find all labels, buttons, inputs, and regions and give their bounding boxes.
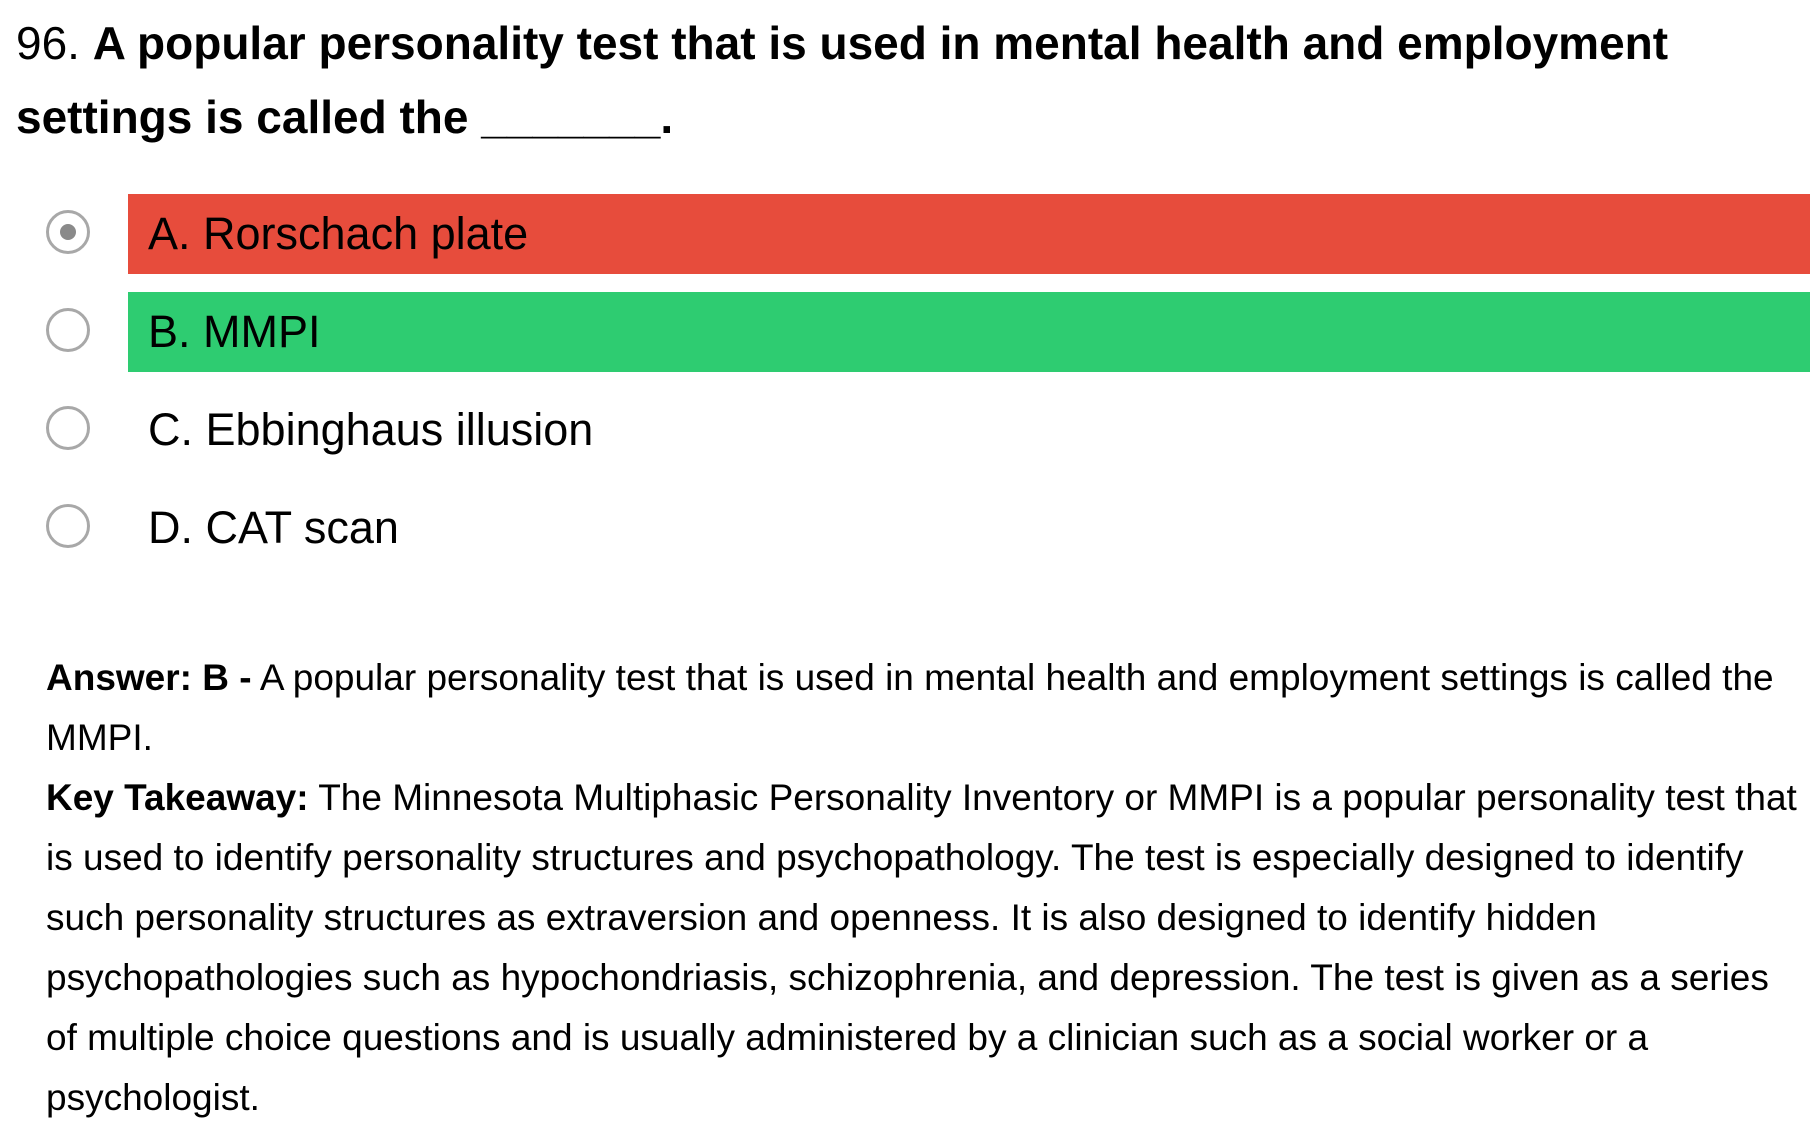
answer-paragraph: Answer: B - A popular personality test t… xyxy=(46,648,1806,768)
explanation: Answer: B - A popular personality test t… xyxy=(46,648,1806,1128)
option-b[interactable]: B. MMPI xyxy=(0,292,1810,372)
radio-button-d[interactable] xyxy=(46,504,90,548)
option-c[interactable]: C. Ebbinghaus illusion xyxy=(0,390,1810,470)
option-b-label[interactable]: B. MMPI xyxy=(128,292,1810,372)
radio-button-c[interactable] xyxy=(46,406,90,450)
answer-label: Answer: B - xyxy=(46,657,252,698)
takeaway-paragraph: Key Takeaway: The Minnesota Multiphasic … xyxy=(46,768,1806,1128)
radio-button-a[interactable] xyxy=(46,210,90,254)
takeaway-text: The Minnesota Multiphasic Personality In… xyxy=(46,777,1797,1118)
question-text: A popular personality test that is used … xyxy=(16,17,1669,143)
radio-button-b[interactable] xyxy=(46,308,90,352)
option-a[interactable]: A. Rorschach plate xyxy=(0,194,1810,274)
takeaway-label: Key Takeaway: xyxy=(46,777,309,818)
option-c-label[interactable]: C. Ebbinghaus illusion xyxy=(148,404,594,455)
option-d-label[interactable]: D. CAT scan xyxy=(148,502,399,553)
radio-selected-dot xyxy=(60,224,76,240)
option-d[interactable]: D. CAT scan xyxy=(0,488,1810,568)
option-a-label[interactable]: A. Rorschach plate xyxy=(128,194,1810,274)
answer-options: A. Rorschach plate B. MMPI C. Ebbinghaus… xyxy=(0,194,1810,586)
answer-text: A popular personality test that is used … xyxy=(46,657,1774,758)
question-number: 96. xyxy=(16,17,80,69)
question: 96. A popular personality test that is u… xyxy=(16,6,1786,154)
